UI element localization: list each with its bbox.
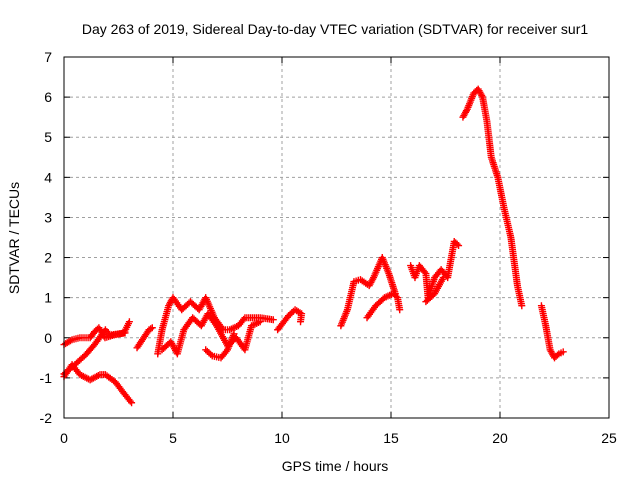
data-point (518, 302, 526, 310)
y-tick-label: -2 (40, 410, 53, 426)
data-point (240, 315, 248, 323)
data-point (297, 318, 305, 326)
x-tick-label: 5 (169, 430, 177, 446)
data-point (478, 92, 486, 100)
data-point (148, 324, 156, 332)
y-tick-label: 6 (44, 89, 52, 105)
data-point (128, 399, 136, 407)
data-point (559, 348, 567, 356)
data-point (121, 329, 129, 337)
y-tick-label: 3 (44, 209, 52, 225)
y-tick-label: -1 (40, 370, 53, 386)
data-series (60, 85, 567, 407)
data-point (553, 351, 561, 359)
chart-title: Day 263 of 2019, Sidereal Day-to-day VTE… (82, 21, 588, 37)
axis-ticks: 0 5 10 15 20 25 -2 -1 0 1 2 3 4 5 6 7 (40, 49, 617, 446)
x-tick-label: 10 (274, 430, 290, 446)
data-point (455, 242, 463, 250)
x-tick-label: 25 (601, 430, 617, 446)
x-axis-label: GPS time / hours (282, 458, 389, 474)
y-axis-label: SDTVAR / TECUs (6, 182, 22, 294)
data-point (453, 240, 461, 248)
plot-border (63, 56, 610, 419)
x-tick-label: 20 (492, 430, 508, 446)
y-tick-label: 4 (44, 169, 52, 185)
x-tick-label: 0 (60, 430, 68, 446)
data-point (66, 337, 74, 345)
y-tick-label: 0 (44, 330, 52, 346)
data-point (462, 107, 470, 115)
y-tick-label: 7 (44, 49, 52, 65)
x-tick-label: 15 (383, 430, 399, 446)
y-tick-label: 1 (44, 290, 52, 306)
data-point (230, 330, 238, 338)
y-tick-label: 2 (44, 250, 52, 266)
data-point (421, 268, 429, 276)
data-point (269, 316, 277, 324)
data-point (125, 318, 133, 326)
grid (64, 57, 609, 418)
data-point (439, 274, 447, 282)
data-point (396, 306, 404, 314)
data-point (256, 318, 264, 326)
data-point (126, 397, 134, 405)
y-tick-label: 5 (44, 129, 52, 145)
